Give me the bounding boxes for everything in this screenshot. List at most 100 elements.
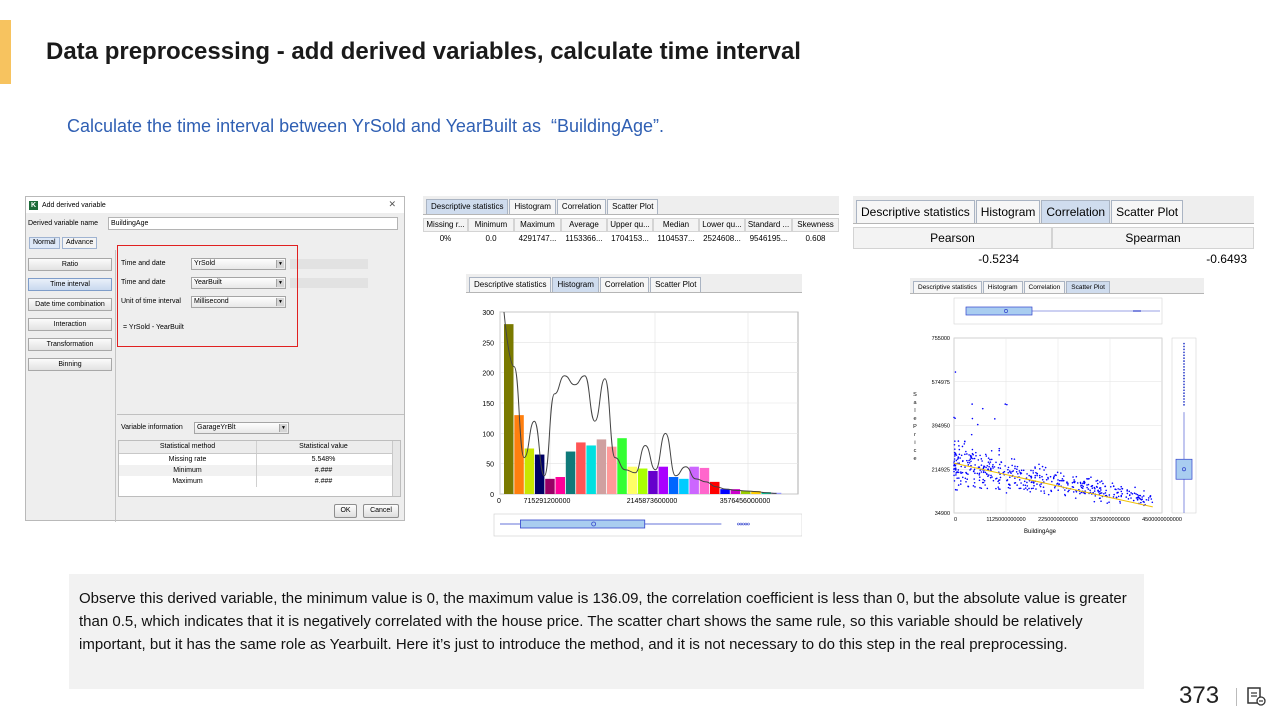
tab-scatter-plot[interactable]: Scatter Plot — [1111, 200, 1184, 223]
x-tick-label: 4500000000000 — [1142, 517, 1182, 523]
scatter-point — [986, 465, 989, 467]
scatter-point — [971, 448, 974, 451]
tab-descriptive-statistics[interactable]: Descriptive statistics — [469, 277, 552, 292]
scatter-point — [955, 454, 958, 456]
scatter-point — [1081, 487, 1084, 490]
ok-button[interactable]: OK — [334, 504, 357, 518]
date-time-combination-button[interactable]: Date time combination — [28, 298, 112, 311]
tab-normal[interactable]: Normal — [29, 237, 60, 249]
scatter-point — [1094, 487, 1096, 490]
scatter-point — [1086, 484, 1088, 486]
interaction-button[interactable]: Interaction — [28, 318, 112, 331]
time-interval-button[interactable]: Time interval — [28, 278, 112, 291]
histogram-bar — [648, 470, 658, 494]
tab-histogram[interactable]: Histogram — [552, 277, 599, 292]
tab-histogram[interactable]: Histogram — [975, 200, 1041, 223]
scatter-point — [980, 487, 983, 490]
scatter-point — [954, 467, 957, 469]
scatter-point — [954, 469, 957, 471]
scatter-point — [1091, 487, 1094, 489]
tab-descriptive-statistics[interactable]: Descriptive statistics — [913, 281, 982, 293]
tab-correlation[interactable]: Correlation — [599, 277, 650, 292]
scatter-point — [954, 488, 957, 491]
scatter-point — [1030, 469, 1032, 472]
boxplot-outlier — [1183, 354, 1185, 357]
y-tick-label: 150 — [482, 401, 494, 408]
sidebar: Ratio Time interval Date time combinatio… — [26, 250, 116, 522]
tab-advance[interactable]: Advance — [62, 237, 98, 249]
stats-header-row: Missing r... Minimum Maximum Average Upp… — [423, 218, 839, 232]
scatter-point — [1072, 491, 1075, 493]
scatter-point — [1051, 480, 1053, 483]
scatter-point — [1098, 497, 1101, 500]
y-axis-label-letter: r — [914, 432, 916, 438]
histogram-bar — [514, 415, 524, 494]
scatter-point — [1133, 492, 1136, 494]
close-icon[interactable]: ✕ — [388, 199, 396, 209]
cell-method: Maximum — [119, 476, 257, 487]
histogram-bar — [586, 445, 596, 494]
scatter-point — [1082, 491, 1085, 494]
tab-correlation[interactable]: Correlation — [556, 199, 607, 214]
tab-scatter-plot[interactable]: Scatter Plot — [1066, 281, 1110, 293]
scatter-point — [971, 403, 973, 405]
transformation-button[interactable]: Transformation — [28, 338, 112, 351]
add-derived-variable-dialog: K Add derived variable ✕ Derived variabl… — [25, 196, 405, 522]
scatter-point — [968, 459, 970, 462]
scatter-point — [1041, 465, 1044, 468]
row-filler — [290, 259, 368, 269]
tab-descriptive-statistics[interactable]: Descriptive statistics — [856, 200, 975, 223]
tab-scatter-plot[interactable]: Scatter Plot — [607, 199, 659, 214]
boxplot-outlier — [1133, 310, 1135, 312]
cancel-button[interactable]: Cancel — [363, 504, 399, 518]
scatter-point — [1079, 482, 1082, 485]
value-cell: 4291747... — [518, 234, 557, 243]
scatter-point — [1120, 490, 1123, 493]
scrollbar[interactable] — [392, 441, 400, 496]
tab-correlation[interactable]: Correlation — [1023, 281, 1066, 293]
scatter-point — [978, 479, 981, 482]
boxplot-outlier — [1183, 368, 1185, 371]
yrsold-select[interactable]: YrSold ▼ — [191, 258, 286, 270]
derived-name-input[interactable]: BuildingAge — [108, 217, 398, 230]
tab-histogram[interactable]: Histogram — [982, 281, 1023, 293]
scatter-point — [997, 467, 1000, 469]
scatter-point — [1020, 482, 1022, 484]
splitter[interactable] — [117, 414, 404, 415]
scatter-point — [966, 459, 968, 462]
binning-button[interactable]: Binning — [28, 358, 112, 371]
yearbuilt-select[interactable]: YearBuilt ▼ — [191, 277, 286, 289]
tab-scatter-plot[interactable]: Scatter Plot — [650, 277, 702, 292]
scatter-point — [967, 473, 969, 475]
density-curve — [503, 311, 777, 494]
scatter-point — [993, 418, 996, 420]
scatter-point — [1030, 477, 1033, 479]
scatter-point — [1040, 490, 1042, 492]
tab-correlation[interactable]: Correlation — [1041, 200, 1111, 223]
scatter-point — [1009, 487, 1011, 490]
tab-histogram[interactable]: Histogram — [509, 199, 556, 214]
scatter-point — [1047, 476, 1049, 479]
scatter-point — [1036, 472, 1038, 475]
boxplot-outlier — [1183, 363, 1185, 365]
boxplot-outlier — [1183, 360, 1185, 362]
notes-icon[interactable] — [1246, 686, 1266, 706]
scatter-point — [977, 459, 980, 461]
scatter-point — [970, 457, 973, 459]
scatter-point — [1138, 497, 1141, 499]
scatter-point — [1075, 475, 1078, 478]
scatter-point — [978, 474, 981, 476]
explanation-note: Observe this derived variable, the minim… — [69, 574, 1144, 689]
unit-select[interactable]: Millisecond ▼ — [191, 296, 286, 308]
scatter-point — [1039, 468, 1041, 470]
scatter-point — [960, 472, 962, 475]
tab-descriptive-statistics[interactable]: Descriptive statistics — [426, 199, 509, 214]
scatter-point — [1047, 493, 1050, 496]
var-info-select[interactable]: GarageYrBlt ▼ — [194, 422, 289, 434]
stats-tabbar: Descriptive statistics Histogram Correla… — [423, 196, 839, 215]
ratio-button[interactable]: Ratio — [28, 258, 112, 271]
scatter-point — [988, 465, 990, 468]
header-cell: Average — [561, 218, 607, 232]
scatter-point — [1007, 486, 1010, 489]
formula-text: = YrSold - YearBuilt — [123, 324, 184, 331]
